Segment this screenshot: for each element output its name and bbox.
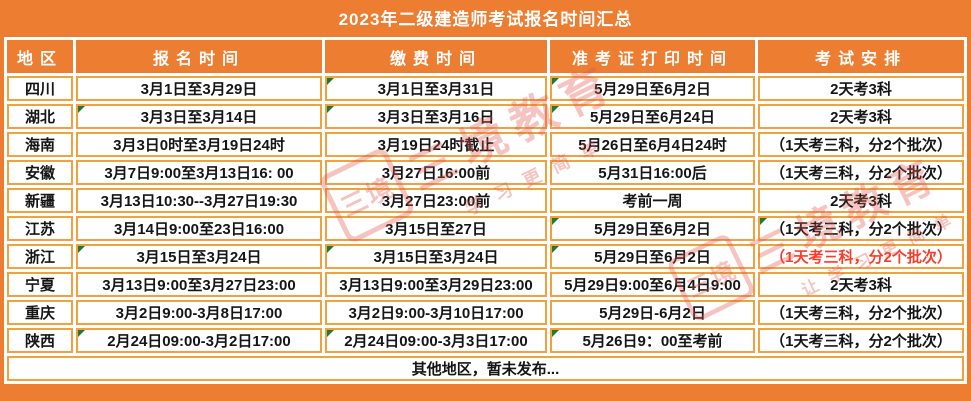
comment-marker-icon: [552, 78, 559, 85]
print-time-cell: 5月29日至6月2日: [550, 216, 755, 241]
region-cell: 四川: [7, 76, 73, 101]
comment-marker-icon: [327, 246, 334, 253]
pay-time-cell: 3月1日至3月31日: [325, 76, 547, 101]
arrange-cell: 2天考3科: [758, 104, 964, 129]
table-row: 宁夏 3月13日9:00至3月27日23:00 3月13日9:00至3月29日23:…: [7, 272, 964, 297]
comment-marker-icon: [327, 78, 334, 85]
arrange-cell: 2天考3科: [758, 188, 964, 213]
signup-time-cell: 3月7日9:00至3月13日16: 00: [76, 160, 322, 185]
table-row: 江苏 3月14日9:00至23日16:00 3月15日至27日 5月29日至6月2日（…: [7, 216, 964, 241]
pay-time-cell: 3月19日24时截止: [325, 132, 547, 157]
footer-row: 其他地区，暂未发布...: [7, 356, 964, 381]
column-header-3: 准考证打印时间: [550, 40, 755, 73]
comment-marker-icon: [78, 106, 85, 113]
table-row: 新疆 3月13日10:30--3月27日19:30 3月27日23:00前 考前一周 2…: [7, 188, 964, 213]
arrange-cell: （1天考三科，分2个批次）: [758, 300, 964, 325]
print-time-cell: 5月29日至6月2日: [550, 244, 755, 269]
arrange-cell: （1天考三科，分2个批次）: [758, 244, 964, 269]
signup-time-cell: 3月1日至3月29日: [76, 76, 322, 101]
table-row: 浙江 3月15日至3月24日 3月15日至3月24日 5月29日至6月2日 （1天考三科…: [7, 244, 964, 269]
comment-marker-icon: [760, 218, 767, 225]
region-cell: 海南: [7, 132, 73, 157]
comment-marker-icon: [327, 330, 334, 337]
comment-marker-icon: [327, 106, 334, 113]
print-time-cell: 5月29日至6月24日: [550, 104, 755, 129]
print-time-cell: 5月29日9:00至6月4日9:00: [550, 272, 755, 297]
pay-time-cell: 3月27日16:00前: [325, 160, 547, 185]
pay-time-cell: 3月2日9:00-3月10日17:00: [325, 300, 547, 325]
print-time-cell: 考前一周: [550, 188, 755, 213]
arrange-cell: 2天考3科: [758, 76, 964, 101]
table-row: 安徽 3月7日9:00至3月13日16: 00 3月27日16:00前 5月31日16…: [7, 160, 964, 185]
header-row: 地区 报名时间 缴费时间 准考证打印时间 考试安排: [7, 40, 964, 73]
print-time-cell: 5月29日至6月2日: [550, 76, 755, 101]
column-header-0: 地区: [7, 40, 73, 73]
arrange-cell: （1天考三科，分2个批次）: [758, 160, 964, 185]
print-time-cell: 5月26日至6月4日24时: [550, 132, 755, 157]
signup-time-cell: 3月15日至3月24日: [76, 244, 322, 269]
column-header-2: 缴费时间: [325, 40, 547, 73]
arrange-cell: （1天考三科，分2个批次）: [758, 216, 964, 241]
table-row: 四川 3月1日至3月29日 3月1日至3月31日 5月29日至6月2日 2天考3科: [7, 76, 964, 101]
region-cell: 湖北: [7, 104, 73, 129]
arrange-cell: （1天考三科，分2个批次）: [758, 132, 964, 157]
registration-time-table: 地区 报名时间 缴费时间 准考证打印时间 考试安排 四川 3月1日至3月29日 3月1日至3…: [4, 37, 967, 384]
comment-marker-icon: [78, 246, 85, 253]
signup-time-cell: 3月3日至3月14日: [76, 104, 322, 129]
region-cell: 浙江: [7, 244, 73, 269]
pay-time-cell: 3月27日23:00前: [325, 188, 547, 213]
signup-time-cell: 3月13日9:00至3月27日23:00: [76, 272, 322, 297]
signup-time-cell: 3月14日9:00至23日16:00: [76, 216, 322, 241]
region-cell: 宁夏: [7, 272, 73, 297]
comment-marker-icon: [552, 106, 559, 113]
region-cell: 陕西: [7, 328, 73, 353]
print-time-cell: 5月31日16:00后: [550, 160, 755, 185]
region-cell: 新疆: [7, 188, 73, 213]
region-cell: 重庆: [7, 300, 73, 325]
table-row: 湖北 3月3日至3月14日 3月3日至3月16日 5月29日至6月24日 2天考3科: [7, 104, 964, 129]
column-header-1: 报名时间: [76, 40, 322, 73]
pay-time-cell: 3月15日至3月24日: [325, 244, 547, 269]
pay-time-cell: 2月24日09:00-3月3日17:00: [325, 328, 547, 353]
arrange-cell: 2天考3科: [758, 272, 964, 297]
signup-time-cell: 3月13日10:30--3月27日19:30: [76, 188, 322, 213]
pay-time-cell: 3月3日至3月16日: [325, 104, 547, 129]
page-title: 2023年二级建造师考试报名时间汇总: [338, 10, 633, 29]
region-cell: 江苏: [7, 216, 73, 241]
signup-time-cell: 3月3日0时至3月19日24时: [76, 132, 322, 157]
pay-time-cell: 3月13日9:00至3月29日23:00: [325, 272, 547, 297]
print-time-cell: 5月29日-6月2日: [550, 300, 755, 325]
signup-time-cell: 3月2日9:00-3月8日17:00: [76, 300, 322, 325]
table-row: 陕西 2月24日09:00-3月2日17:00 2月24日09:00-3月3日17:…: [7, 328, 964, 353]
column-header-4: 考试安排: [758, 40, 964, 73]
pay-time-cell: 3月15日至27日: [325, 216, 547, 241]
arrange-cell: （1天考三科，分2个批次）: [758, 328, 964, 353]
table-row: 重庆 3月2日9:00-3月8日17:00 3月2日9:00-3月10日17:00 5…: [7, 300, 964, 325]
comment-marker-icon: [552, 246, 559, 253]
region-cell: 安徽: [7, 160, 73, 185]
comment-marker-icon: [552, 330, 559, 337]
signup-time-cell: 2月24日09:00-3月2日17:00: [76, 328, 322, 353]
comment-marker-icon: [552, 218, 559, 225]
footer-note: 其他地区，暂未发布...: [7, 356, 964, 381]
table-row: 海南 3月3日0时至3月19日24时 3月19日24时截止 5月26日至6月4日24时…: [7, 132, 964, 157]
comment-marker-icon: [78, 330, 85, 337]
print-time-cell: 5月26日9：00至考前: [550, 328, 755, 353]
